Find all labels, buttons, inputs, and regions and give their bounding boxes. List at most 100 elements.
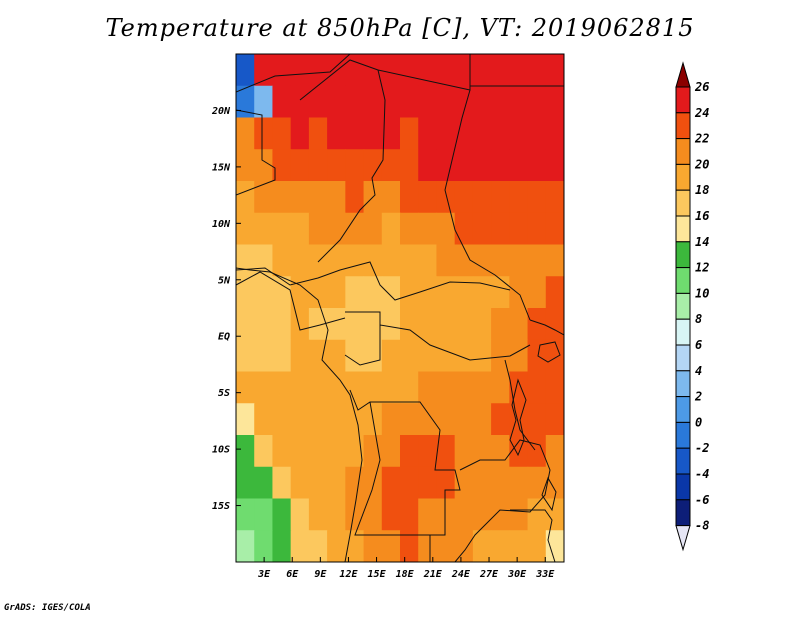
field-cell <box>509 181 529 214</box>
colorbar-label: -4 <box>695 467 709 481</box>
colorbar-box <box>675 215 691 243</box>
field-cell <box>327 181 346 214</box>
field-cell <box>491 530 510 562</box>
field-cell <box>436 212 456 246</box>
colorbar-box <box>675 421 691 449</box>
field-cell <box>254 181 274 214</box>
field-cell <box>363 149 383 182</box>
field-cell <box>236 54 255 87</box>
field-cell <box>236 276 255 309</box>
x-tick-label: 3E <box>257 569 271 580</box>
field-cell <box>327 530 346 562</box>
field-cell <box>363 244 383 277</box>
field-cell <box>345 339 365 373</box>
field-cell <box>400 212 419 246</box>
field-cell <box>400 530 419 562</box>
colorbar-box <box>675 163 691 191</box>
field-cell <box>345 435 365 468</box>
field-cell <box>272 371 292 404</box>
field-cell <box>472 530 492 562</box>
field-cell <box>472 498 492 531</box>
field-cell <box>272 308 292 341</box>
field-cell <box>509 54 529 87</box>
colorbar-box <box>675 267 691 294</box>
field-cell <box>290 181 310 214</box>
field-cell <box>236 339 255 373</box>
field-cell <box>418 212 438 246</box>
y-tick-label: 10S <box>212 445 230 456</box>
field-cell <box>400 149 419 182</box>
field-cell <box>472 54 492 87</box>
field-cell <box>345 85 365 119</box>
field-cell <box>527 466 547 500</box>
y-tick-label: EQ <box>218 332 230 343</box>
chart-title: Temperature at 850hPa [C], VT: 201906281… <box>105 14 695 42</box>
field-cell <box>272 466 292 500</box>
field-cell <box>509 149 529 182</box>
field-cell <box>272 212 292 246</box>
field-cell <box>509 85 529 119</box>
field-cell <box>290 466 310 500</box>
border-line <box>504 359 536 451</box>
field-cell <box>327 117 346 150</box>
field-cell <box>272 85 292 119</box>
border-line <box>379 324 531 361</box>
field-cell <box>436 371 456 404</box>
field-cell <box>472 276 492 309</box>
field-cell <box>454 212 474 246</box>
x-tick-label: 15E <box>368 569 387 580</box>
field-cell <box>418 435 438 468</box>
field-cell <box>236 149 255 182</box>
field-cell <box>472 308 492 341</box>
field-cell <box>381 276 401 309</box>
field-cell <box>418 181 438 214</box>
border-line <box>510 509 556 562</box>
field-cell <box>454 371 474 404</box>
grads-credit: GrADS: IGES/COLA <box>4 603 91 613</box>
field-cell <box>545 466 564 500</box>
field-cell <box>472 339 492 373</box>
field-cell <box>472 212 492 246</box>
field-cell <box>491 308 510 341</box>
field-cell <box>290 54 310 87</box>
field-cell <box>436 181 456 214</box>
field-cell <box>509 244 529 277</box>
field-cell <box>254 498 274 531</box>
field-cell <box>272 244 292 277</box>
field-cell <box>327 85 346 119</box>
field-cell <box>363 339 383 373</box>
field-cell <box>254 54 274 87</box>
field-cell <box>254 339 274 373</box>
field-cell <box>436 85 456 119</box>
field-cell <box>400 276 419 309</box>
field-cell <box>454 181 474 214</box>
field-cell <box>308 244 328 277</box>
field-cell <box>400 244 419 277</box>
field-cell <box>491 149 510 182</box>
border-line <box>236 261 511 301</box>
x-axis: 3E 6E 9E 12E 15E 18E 21E 24E 27E 30E 33E <box>257 557 555 580</box>
y-axis: 20N 15N 10N 5N EQ 5S 10S 15S <box>211 106 241 512</box>
field-cell <box>290 403 310 436</box>
field-cell <box>400 371 419 404</box>
field-cell <box>272 181 292 214</box>
border-line <box>344 311 381 366</box>
field-cell <box>527 181 547 214</box>
field-cell <box>472 117 492 150</box>
field-cell <box>254 530 274 562</box>
field-cell <box>381 308 401 341</box>
field-cell <box>545 276 564 309</box>
field-cell <box>381 339 401 373</box>
field-cell <box>400 339 419 373</box>
field-cell <box>454 498 474 531</box>
field-cell <box>454 466 474 500</box>
field-cell <box>236 308 255 341</box>
field-cell <box>454 339 474 373</box>
field-cell <box>418 339 438 373</box>
field-cell <box>545 117 564 150</box>
border-line <box>444 89 531 321</box>
colorbar-label: 16 <box>695 209 709 223</box>
field-cell <box>436 466 456 500</box>
